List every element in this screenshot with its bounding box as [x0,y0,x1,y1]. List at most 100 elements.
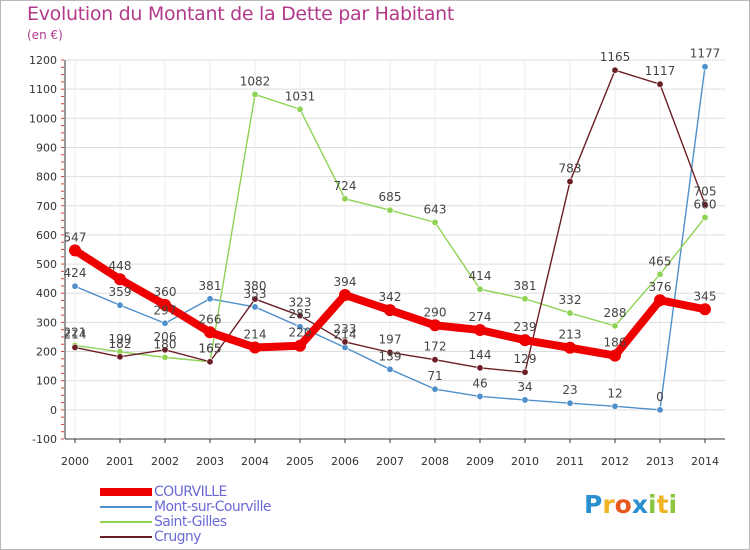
data-label: 424 [64,266,87,280]
data-label: 221 [64,325,87,339]
data-label: 239 [514,320,537,334]
data-point [161,319,169,327]
data-label: 1082 [240,74,271,88]
y-tick-label: 1100 [29,83,57,96]
data-point [699,303,711,316]
line-chart: -100 0 100 200 300 400 500 600 700 800 900 1000 1100… [29,47,725,468]
data-point [656,270,664,278]
x-tick-label: 2006 [331,455,359,468]
data-label: 724 [334,179,357,193]
data-label: 1165 [600,50,631,64]
data-point [701,63,709,71]
data-label: 199 [109,332,132,346]
data-point [204,326,216,339]
data-label: 46 [472,376,487,390]
data-point [296,312,304,320]
data-label: 288 [604,306,627,320]
x-tick-label: 2012 [601,455,629,468]
data-point [476,392,484,400]
data-point [521,295,529,303]
data-point [159,298,171,311]
logo-letter: t [656,490,669,519]
data-point [116,353,124,361]
data-label: 23 [562,383,577,397]
data-point [611,66,619,74]
data-label: 165 [199,342,222,356]
data-point [656,406,664,414]
y-tick-label: 600 [36,229,57,242]
legend-swatch [100,488,152,496]
data-label: 129 [514,352,537,366]
data-point [206,295,214,303]
data-label: 34 [517,380,532,394]
data-label: 381 [514,279,537,293]
data-label: 1117 [645,64,676,78]
data-point [296,105,304,113]
data-point [294,339,306,352]
legend-label: Mont-sur-Courville [154,499,271,515]
data-label: 220 [289,326,312,340]
data-point [611,402,619,410]
unit-label: (en €) [27,28,63,42]
data-point [431,218,439,226]
data-point [566,178,574,186]
y-tick-label: 700 [36,200,57,213]
data-label: 144 [469,348,492,362]
logo-letter: i [648,490,657,519]
data-point [566,399,574,407]
legend-swatch [100,506,152,508]
series-lines [69,63,711,414]
x-tick-label: 2007 [376,455,404,468]
data-label: 660 [694,197,717,211]
data-label: 182 [109,337,132,351]
data-label: 643 [424,202,447,216]
legend-label: Crugny [154,529,201,545]
data-point [114,273,126,286]
data-point [564,341,576,354]
data-point [69,244,81,257]
axes: -100 0 100 200 300 400 500 600 700 800 900 1000 1100… [29,54,725,468]
data-point [654,294,666,307]
chart-title: Evolution du Montant de la Dette par Hab… [27,3,455,25]
data-label: 206 [154,330,177,344]
data-point [339,288,351,301]
data-point [71,343,79,351]
grid-lines [65,59,725,440]
legend-label: Saint-Gilles [154,514,227,530]
x-tick-label: 2011 [556,455,584,468]
data-label: 297 [154,303,177,317]
data-point [431,356,439,364]
y-tick-label: 800 [36,171,57,184]
logo-letter: o [614,490,632,519]
data-point [429,319,441,332]
x-tick-label: 2001 [106,455,134,468]
data-label: 233 [334,322,357,336]
x-tick-label: 2008 [421,455,449,468]
y-tick-label: 1200 [29,54,57,67]
data-label: 214 [244,327,267,341]
legend-swatch [100,521,152,523]
y-tick-label: 0 [50,404,57,417]
data-label: 71 [427,369,442,383]
data-label: 465 [649,254,672,268]
data-label: 214 [64,327,87,341]
data-point [566,309,574,317]
data-label: 705 [694,184,717,198]
legend-swatch [100,536,152,538]
data-label: 165 [199,342,222,356]
y-tick-label: 900 [36,141,57,154]
x-tick-label: 2003 [196,455,224,468]
data-point [206,358,214,366]
data-label: 1031 [285,89,316,103]
data-point [296,323,304,331]
logo-letter: x [631,490,648,519]
data-point [476,364,484,372]
x-tick-label: 2000 [61,455,89,468]
data-point [476,285,484,293]
x-tick-label: 2005 [286,455,314,468]
data-label: 360 [154,285,177,299]
data-label: 345 [694,289,717,303]
data-point [161,346,169,354]
data-label: 783 [559,162,582,176]
